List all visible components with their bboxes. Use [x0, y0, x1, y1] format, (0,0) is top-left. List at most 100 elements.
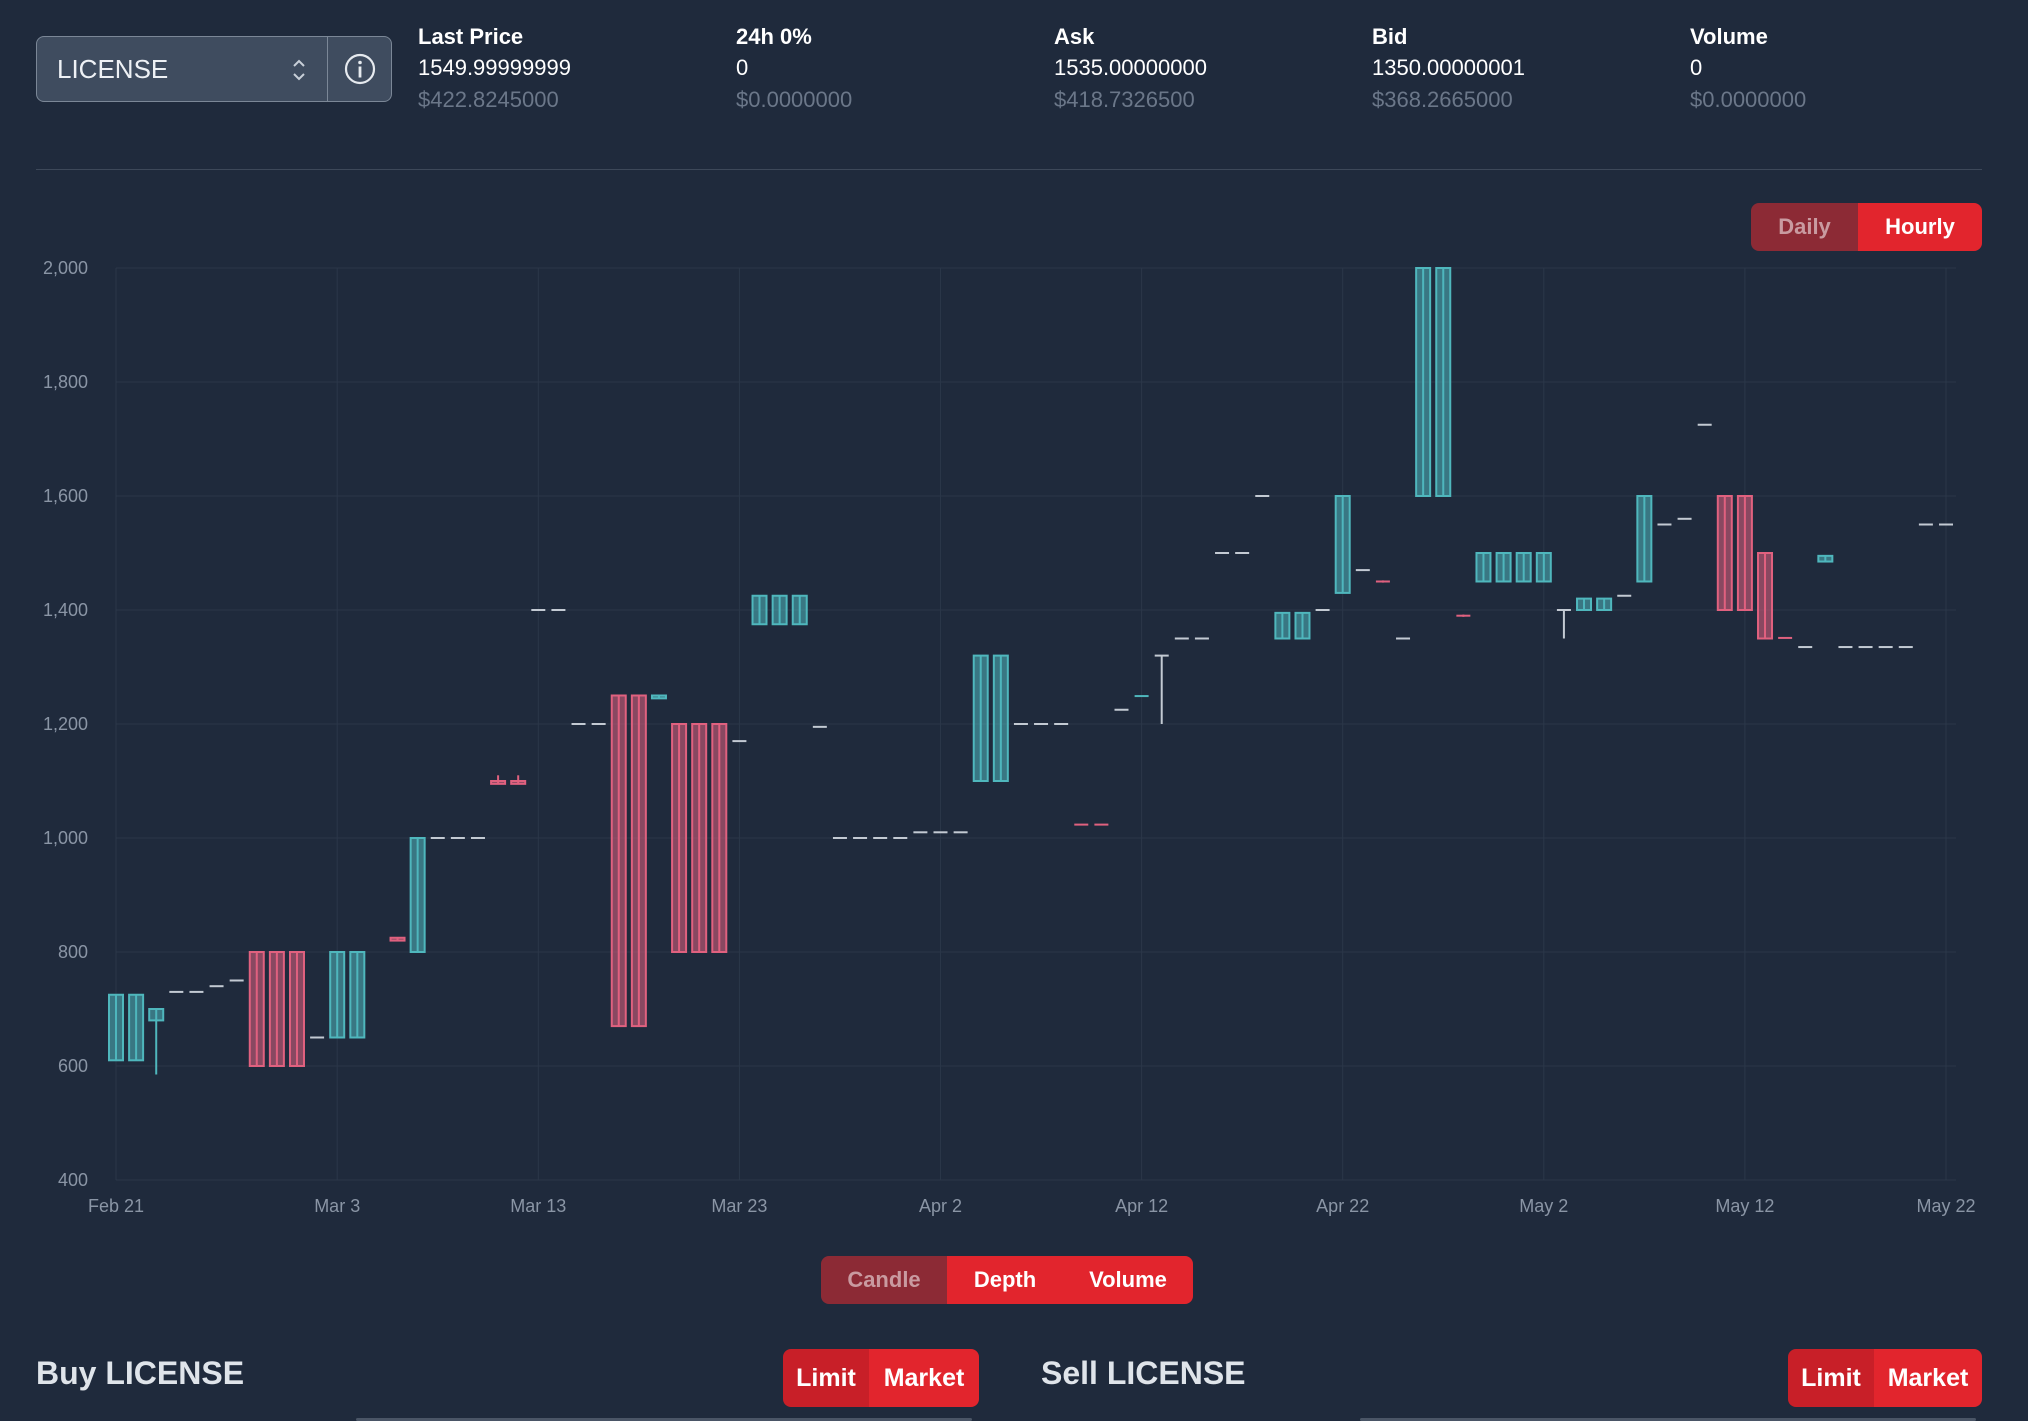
candle-body — [751, 594, 768, 626]
candle-body — [1817, 554, 1834, 563]
stat-usd: $418.7326500 — [1054, 87, 1195, 112]
stat-value: 1535.00000000 — [1054, 55, 1207, 80]
stat-value: 1549.99999999 — [418, 55, 571, 80]
candle-body — [791, 594, 808, 626]
candle-body — [1535, 552, 1552, 583]
buy-form-edge — [356, 1418, 972, 1421]
candle-body — [288, 951, 305, 1067]
sell-section-title: Sell LICENSE — [1041, 1355, 1246, 1391]
stat-usd: $422.8245000 — [418, 87, 559, 112]
sell-limit-button[interactable]: Limit — [1788, 1349, 1874, 1407]
stat-volume: Volume 0 $0.0000000 — [1690, 22, 1806, 116]
y-tick-label: 1,600 — [43, 486, 88, 506]
stat-label: Ask — [1054, 24, 1095, 49]
stat-24h-change: 24h 0% 0 $0.0000000 — [736, 22, 852, 116]
info-icon — [344, 53, 375, 85]
candle-body — [1495, 552, 1512, 583]
market-header: LICENSE Last Price 1549.99999999 $422.82… — [0, 0, 2028, 170]
stat-usd: $0.0000000 — [736, 87, 853, 112]
stat-bid: Bid 1350.00000001 $368.2665000 — [1372, 22, 1525, 116]
buy-section-title: Buy LICENSE — [36, 1355, 245, 1391]
candle-body — [268, 951, 285, 1067]
y-tick-label: 800 — [58, 942, 88, 962]
candle-body — [148, 1008, 165, 1022]
buy-market-button[interactable]: Market — [869, 1349, 979, 1407]
stat-label: Bid — [1372, 24, 1408, 49]
stat-value: 0 — [1690, 55, 1703, 80]
volume-button[interactable]: Volume — [1063, 1256, 1193, 1304]
candle-body — [409, 837, 426, 953]
y-tick-label: 1,200 — [43, 714, 88, 734]
candle-body — [972, 654, 989, 783]
candle-body — [992, 654, 1009, 783]
sell-order-type-toggle: Limit Market — [1788, 1349, 1982, 1407]
candle-body — [108, 993, 124, 1062]
candle-body — [1736, 495, 1753, 611]
market-select-dropdown[interactable]: LICENSE — [37, 37, 327, 101]
candle-body — [1334, 495, 1351, 594]
buy-order-type-toggle: Limit Market — [783, 1349, 979, 1407]
chevron-up-down-icon — [293, 59, 305, 81]
stat-label: Last Price — [418, 24, 524, 49]
chart-view-toggle: Candle Depth Volume — [821, 1256, 1193, 1304]
candle-button[interactable]: Candle — [821, 1256, 947, 1304]
y-tick-label: 600 — [58, 1056, 88, 1076]
market-info-button[interactable] — [327, 37, 391, 101]
candle-body — [389, 936, 406, 942]
candle-body — [1636, 495, 1653, 583]
stat-value: 1350.00000001 — [1372, 55, 1525, 80]
depth-button[interactable]: Depth — [947, 1256, 1063, 1304]
candle-body — [1757, 552, 1774, 640]
stat-ask: Ask 1535.00000000 $418.7326500 — [1054, 22, 1207, 116]
x-tick-label: Mar 13 — [510, 1196, 566, 1216]
stat-value: 0 — [736, 55, 749, 80]
header-divider — [36, 169, 1982, 170]
sell-form-edge — [1360, 1418, 1976, 1421]
candle-body — [1415, 267, 1432, 497]
stat-last-price: Last Price 1549.99999999 $422.8245000 — [418, 22, 571, 116]
candle-body — [771, 594, 788, 626]
x-tick-label: Apr 2 — [919, 1196, 962, 1216]
x-tick-label: May 22 — [1916, 1196, 1975, 1216]
x-tick-label: Mar 23 — [711, 1196, 767, 1216]
candle-body — [671, 723, 688, 953]
x-tick-label: Apr 22 — [1316, 1196, 1369, 1216]
candle-body — [128, 993, 145, 1062]
daily-button[interactable]: Daily — [1751, 203, 1858, 251]
buy-limit-button[interactable]: Limit — [783, 1349, 869, 1407]
stat-usd: $0.0000000 — [1690, 87, 1807, 112]
candle-body — [630, 694, 647, 1028]
candle-body — [1435, 267, 1452, 497]
candle-body — [1596, 597, 1613, 612]
market-select-value: LICENSE — [57, 53, 169, 84]
x-tick-label: Mar 3 — [314, 1196, 360, 1216]
stat-label: 24h 0% — [736, 24, 812, 49]
y-tick-label: 400 — [58, 1170, 88, 1190]
candlestick-chart: 400 600 800 1,000 1,200 1,400 1,600 1,800 2,000 F… — [43, 258, 1976, 1216]
x-tick-label: May 12 — [1715, 1196, 1774, 1216]
candle-body — [1576, 597, 1593, 612]
x-tick-label: May 2 — [1519, 1196, 1568, 1216]
y-tick-label: 2,000 — [43, 258, 88, 278]
candle-body — [1475, 552, 1492, 583]
y-tick-label: 1,000 — [43, 828, 88, 848]
candle-body — [610, 694, 627, 1028]
x-tick-label: Feb 21 — [88, 1196, 144, 1216]
candle-body — [490, 780, 507, 785]
sell-market-button[interactable]: Market — [1874, 1349, 1982, 1407]
stat-usd: $368.2665000 — [1372, 87, 1513, 112]
stat-label: Volume — [1690, 24, 1768, 49]
y-tick-label: 1,400 — [43, 600, 88, 620]
x-tick-label: Apr 12 — [1115, 1196, 1168, 1216]
y-tick-label: 1,800 — [43, 372, 88, 392]
hourly-button[interactable]: Hourly — [1858, 203, 1982, 251]
candle-body — [650, 694, 667, 700]
candle-body — [711, 723, 728, 953]
market-selector[interactable]: LICENSE — [36, 36, 392, 102]
period-toggle: Daily Hourly — [1751, 203, 1982, 251]
candle-body — [1274, 611, 1291, 640]
candle-body — [691, 723, 708, 953]
candle-body — [1716, 495, 1733, 611]
candle-body — [349, 951, 366, 1039]
candle-body — [248, 951, 265, 1067]
